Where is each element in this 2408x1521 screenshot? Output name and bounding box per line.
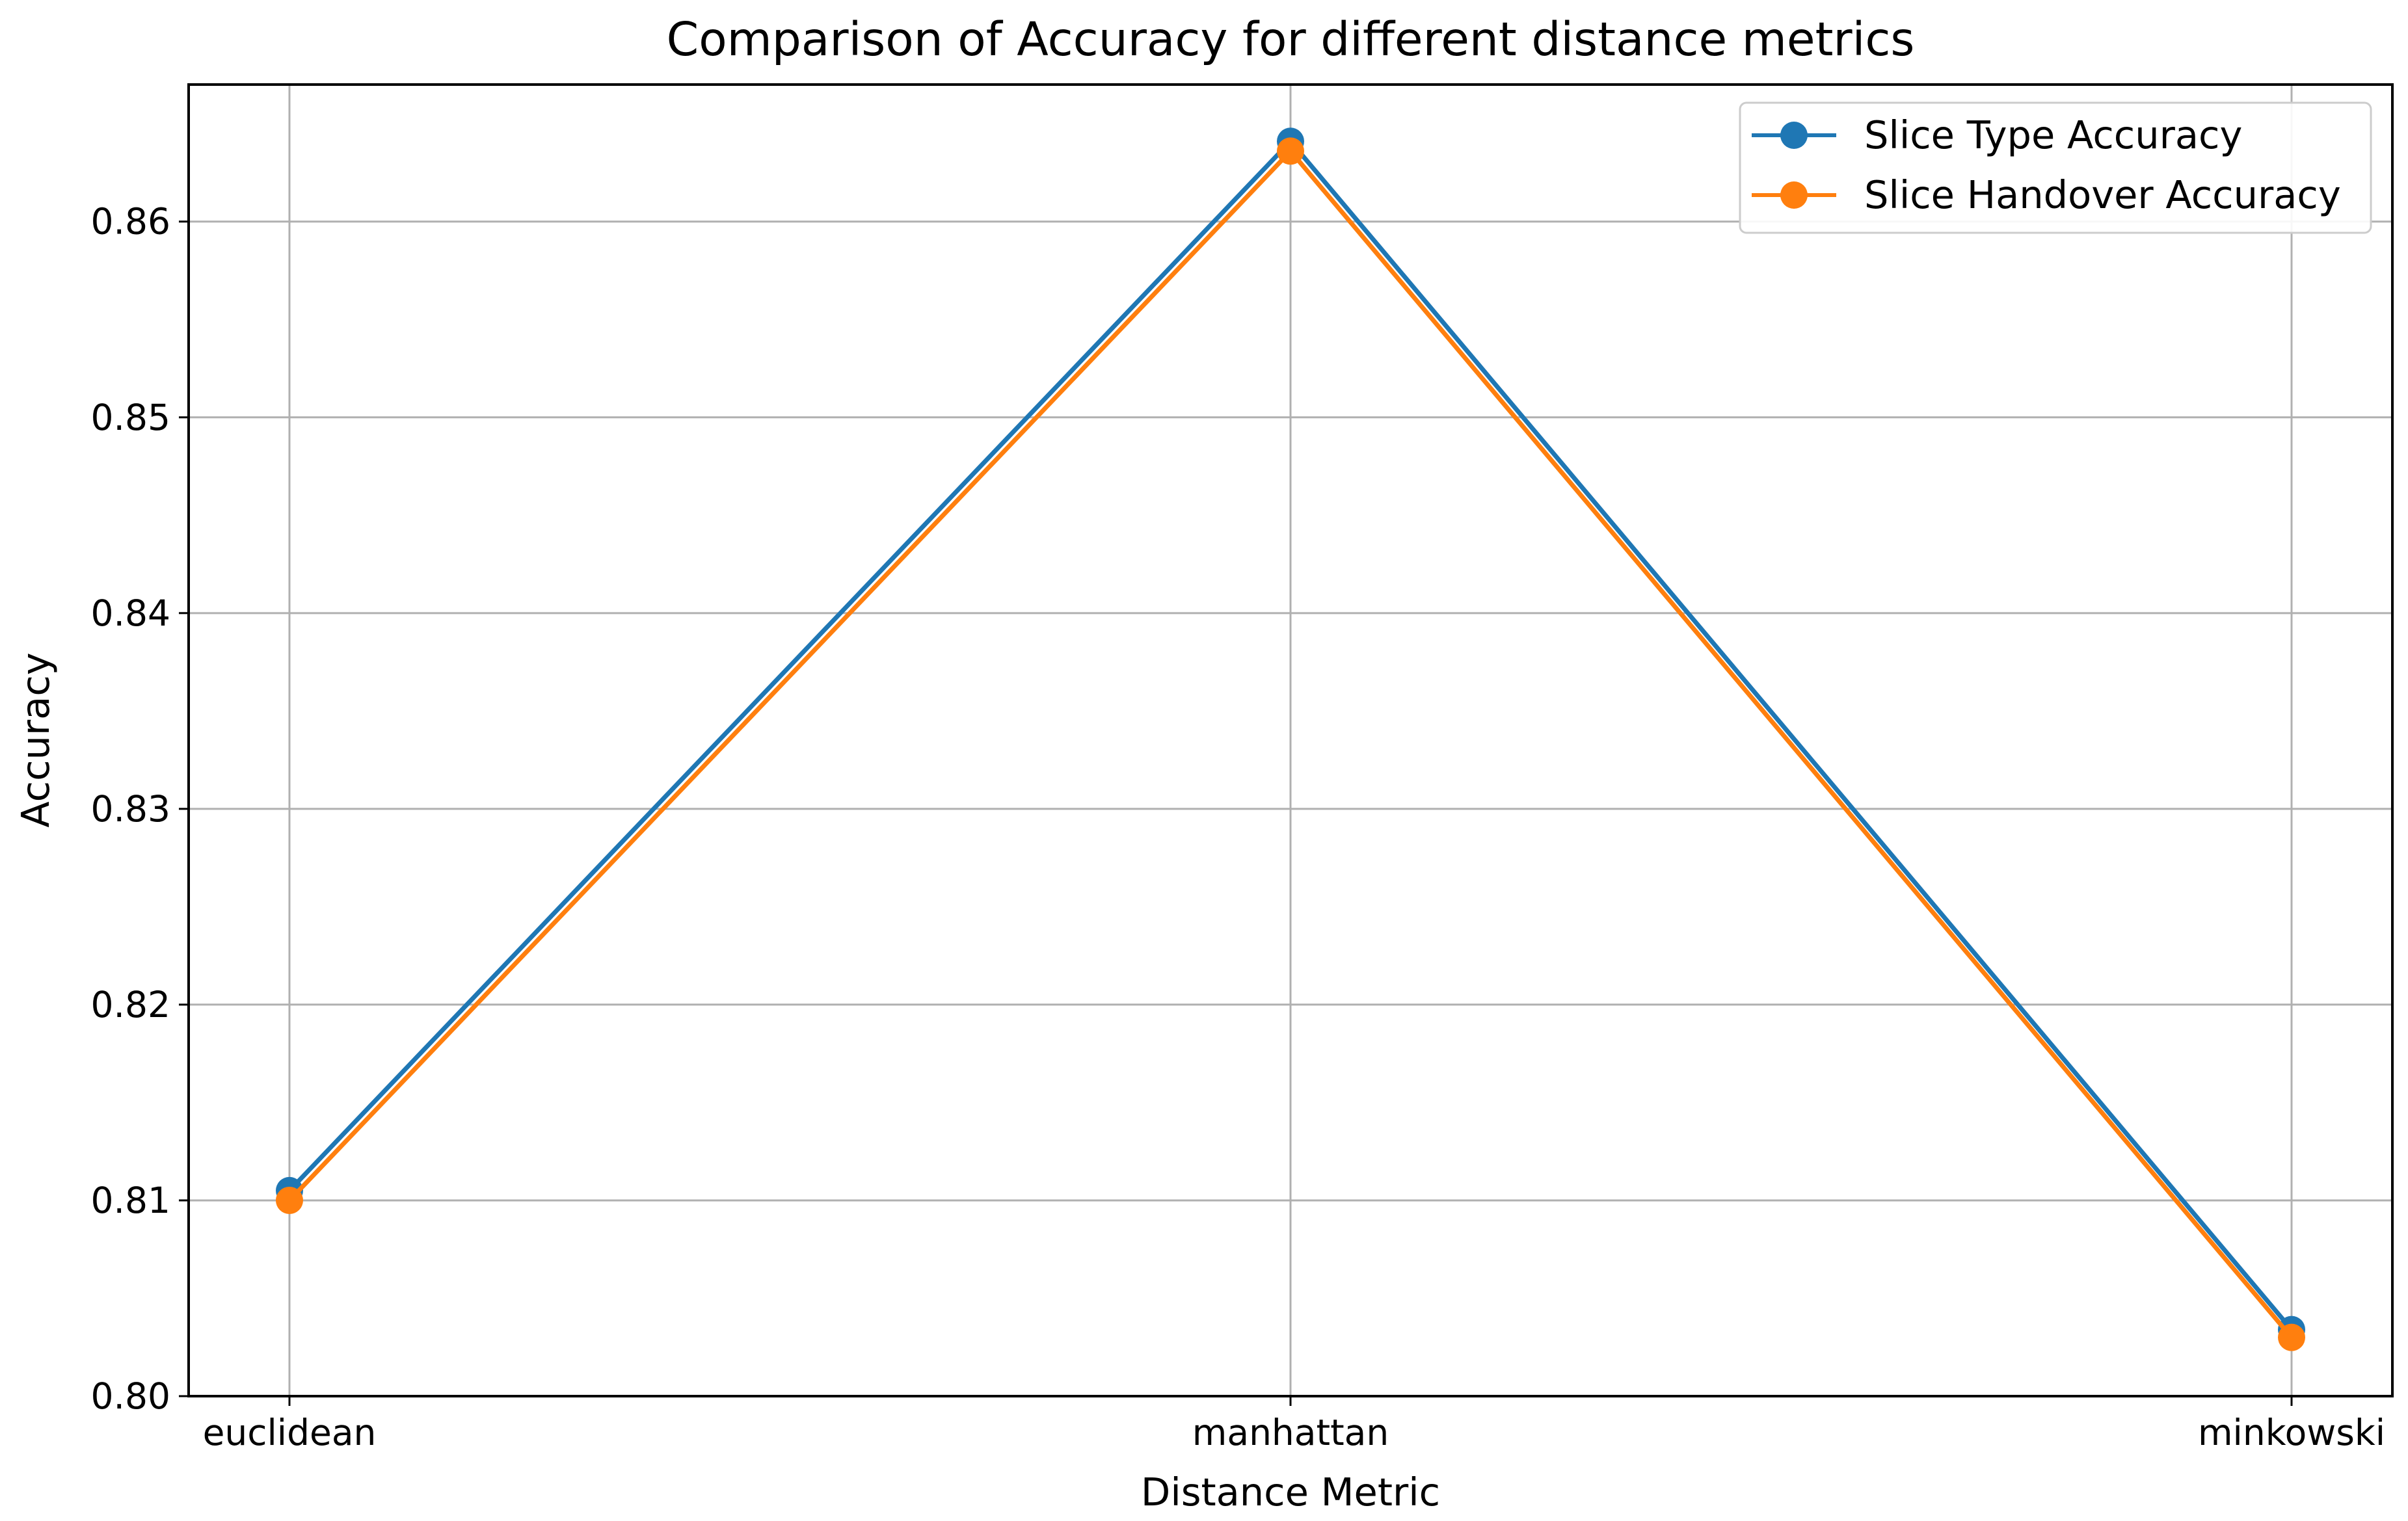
y-tick-label: 0.81 — [91, 1180, 170, 1221]
legend-marker-slice-type — [1780, 122, 1808, 149]
y-tick-label: 0.83 — [91, 788, 170, 830]
data-point — [276, 1186, 303, 1214]
axis-ticks: euclidean manhattan minkowski 0.80 0.81 0.82 0… — [91, 201, 2385, 1453]
data-point — [1277, 137, 1304, 165]
y-tick-label: 0.80 — [91, 1375, 170, 1417]
legend-label-slice-handover: Slice Handover Accuracy — [1864, 172, 2341, 217]
y-tick-label: 0.85 — [91, 397, 170, 438]
x-tick-label: manhattan — [1192, 1412, 1389, 1453]
legend: Slice Type Accuracy Slice Handover Accur… — [1739, 101, 2372, 234]
y-tick-label: 0.84 — [91, 592, 170, 634]
x-tick-label: minkowski — [2198, 1412, 2385, 1453]
x-axis-label: Distance Metric — [1141, 1470, 1440, 1514]
y-tick-label: 0.86 — [91, 201, 170, 243]
legend-box — [1739, 101, 2372, 234]
legend-marker-slice-handover — [1780, 181, 1808, 209]
y-tick-label: 0.82 — [91, 984, 170, 1025]
data-point — [2278, 1323, 2305, 1351]
y-axis-label: Accuracy — [13, 652, 58, 827]
chart-title: Comparison of Accuracy for different dis… — [667, 12, 1915, 66]
legend-label-slice-type: Slice Type Accuracy — [1864, 112, 2242, 157]
data-series — [276, 127, 2305, 1351]
x-tick-label: euclidean — [203, 1412, 377, 1453]
